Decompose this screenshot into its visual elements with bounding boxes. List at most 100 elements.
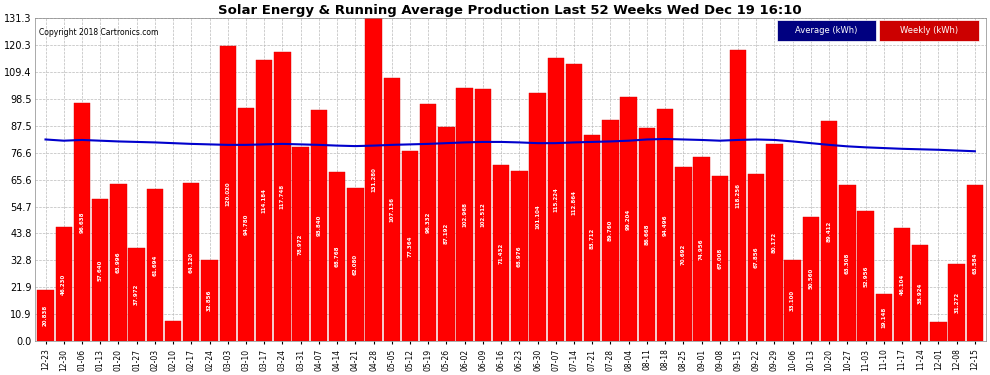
Bar (530, 93, 545, 341)
Text: 19.148: 19.148 (881, 307, 886, 328)
Text: 86.668: 86.668 (644, 224, 649, 245)
Text: 46.230: 46.230 (61, 273, 66, 295)
FancyBboxPatch shape (776, 20, 876, 41)
Bar (55, 227, 72, 341)
Bar (383, 78, 400, 341)
Bar (129, 248, 145, 341)
Bar (766, 144, 783, 341)
Title: Solar Energy & Running Average Production Last 52 Weeks Wed Dec 19 16:10: Solar Energy & Running Average Productio… (219, 4, 802, 17)
Bar (748, 174, 764, 341)
Text: Weekly (kWh): Weekly (kWh) (900, 26, 958, 35)
Text: 83.712: 83.712 (590, 228, 595, 249)
Bar (857, 211, 874, 341)
Bar (220, 46, 236, 341)
Text: 67.008: 67.008 (718, 248, 723, 269)
Bar (712, 176, 728, 341)
Bar (38, 290, 53, 341)
Text: 52.956: 52.956 (863, 265, 868, 286)
Text: 63.996: 63.996 (116, 252, 121, 273)
Bar (439, 127, 454, 341)
Bar (948, 264, 965, 341)
Bar (966, 185, 983, 341)
Text: 68.976: 68.976 (517, 246, 522, 267)
Bar (693, 157, 710, 341)
Text: 112.864: 112.864 (571, 190, 576, 215)
Bar (821, 121, 838, 341)
Text: 120.020: 120.020 (226, 181, 231, 206)
Text: 74.956: 74.956 (699, 238, 704, 260)
Bar (420, 104, 437, 341)
Bar (474, 89, 491, 341)
Text: 99.204: 99.204 (626, 209, 632, 230)
Text: 71.432: 71.432 (499, 243, 504, 264)
Text: 114.184: 114.184 (261, 188, 266, 213)
Text: 102.512: 102.512 (480, 202, 485, 227)
Bar (110, 184, 127, 341)
Text: 62.080: 62.080 (352, 254, 357, 275)
Text: 93.840: 93.840 (317, 215, 322, 236)
Bar (493, 165, 509, 341)
Bar (329, 172, 346, 341)
Bar (238, 108, 254, 341)
Bar (511, 171, 528, 341)
Bar (784, 260, 801, 341)
Bar (456, 88, 473, 341)
Bar (565, 64, 582, 341)
Bar (402, 151, 418, 341)
Text: 117.748: 117.748 (280, 184, 285, 209)
Text: 67.856: 67.856 (753, 247, 758, 268)
Bar (92, 200, 108, 341)
Bar (73, 104, 90, 341)
Text: Copyright 2018 Cartronics.com: Copyright 2018 Cartronics.com (40, 28, 158, 37)
Text: 64.120: 64.120 (189, 252, 194, 273)
Bar (894, 228, 910, 341)
Text: 131.280: 131.280 (371, 167, 376, 192)
Bar (584, 135, 600, 341)
Text: 63.584: 63.584 (972, 252, 977, 274)
Bar (621, 97, 637, 341)
Text: 68.768: 68.768 (335, 246, 340, 267)
Text: 87.192: 87.192 (444, 223, 448, 245)
Text: 46.104: 46.104 (900, 274, 905, 295)
Bar (347, 188, 363, 341)
Text: 57.640: 57.640 (98, 260, 103, 281)
Bar (311, 110, 327, 341)
Text: 77.364: 77.364 (408, 235, 413, 256)
Text: Average (kWh): Average (kWh) (795, 26, 857, 35)
Bar (875, 294, 892, 341)
Text: 33.100: 33.100 (790, 290, 795, 311)
Text: 31.272: 31.272 (954, 292, 959, 313)
Bar (912, 245, 929, 341)
Text: 115.224: 115.224 (553, 187, 558, 212)
Text: 38.924: 38.924 (918, 282, 923, 304)
FancyBboxPatch shape (879, 20, 979, 41)
Text: 70.692: 70.692 (681, 243, 686, 265)
Text: 78.972: 78.972 (298, 233, 303, 255)
Text: 118.256: 118.256 (736, 183, 741, 208)
Bar (147, 189, 163, 341)
Bar (602, 120, 619, 341)
Bar (931, 322, 946, 341)
Text: 89.412: 89.412 (827, 220, 832, 242)
Bar (183, 183, 200, 341)
Text: 94.780: 94.780 (244, 214, 248, 235)
Bar (840, 185, 855, 341)
Bar (365, 18, 382, 341)
Bar (803, 217, 819, 341)
Text: 102.968: 102.968 (462, 202, 467, 227)
Text: 61.694: 61.694 (152, 255, 157, 276)
Bar (292, 147, 309, 341)
Bar (675, 167, 692, 341)
Bar (274, 52, 291, 341)
Text: 37.972: 37.972 (134, 284, 140, 305)
Text: 80.172: 80.172 (772, 232, 777, 253)
Bar (730, 50, 746, 341)
Text: 96.638: 96.638 (79, 211, 84, 233)
Bar (256, 60, 272, 341)
Text: 63.308: 63.308 (844, 252, 849, 274)
Text: 94.496: 94.496 (662, 214, 667, 236)
Bar (201, 260, 218, 341)
Bar (639, 128, 655, 341)
Text: 50.560: 50.560 (809, 268, 814, 290)
Text: 101.104: 101.104 (535, 204, 540, 229)
